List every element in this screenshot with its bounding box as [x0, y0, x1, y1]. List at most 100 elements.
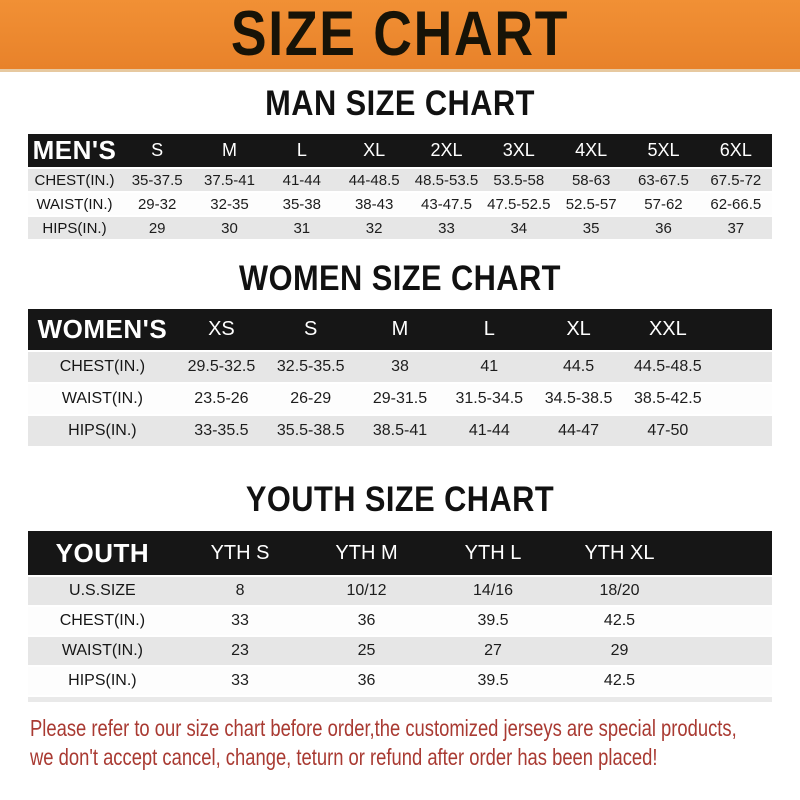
value-cell: 62-66.5	[699, 192, 772, 217]
value-cell: 53.5-58	[482, 168, 555, 193]
value-cell: 33	[176, 606, 304, 637]
youth-size-table: YOUTH YTH S YTH M YTH L YTH XL U.S.SIZE 8 10/12…	[28, 531, 772, 697]
value-cell: 32-35	[193, 192, 266, 217]
value-cell: 36	[303, 666, 430, 697]
column-header: 3XL	[482, 134, 555, 169]
value-cell: 44.5-48.5	[623, 351, 713, 384]
value-cell: 37	[699, 216, 772, 241]
column-header: L	[265, 134, 338, 169]
value-cell: 35-38	[265, 192, 338, 217]
column-header: L	[444, 309, 534, 352]
value-cell: 31	[265, 216, 338, 241]
value-cell: 39.5	[429, 666, 557, 697]
value-cell: 25	[303, 636, 430, 667]
value-cell: 33	[176, 666, 304, 697]
footer-note: Please refer to our size chart before or…	[30, 714, 800, 772]
spacer-cell	[712, 351, 772, 384]
value-cell: 10/12	[303, 576, 430, 607]
value-cell: 41	[444, 351, 534, 384]
spacer-cell	[682, 576, 772, 607]
spacer-cell	[682, 606, 772, 637]
table-header-row: MEN'S S M L XL 2XL 3XL 4XL 5XL 6XL	[28, 134, 772, 169]
value-cell: 34.5-38.5	[533, 383, 624, 416]
value-cell: 36	[627, 216, 700, 241]
table-bottom-strip	[28, 697, 772, 702]
value-cell: 47-50	[623, 415, 713, 448]
value-cell: 29	[121, 216, 194, 241]
table-header-row: WOMEN'S XS S M L XL XXL	[28, 309, 772, 352]
youth-section: YOUTH SIZE CHART YOUTH YTH S YTH M YTH L YTH…	[0, 482, 800, 702]
column-header: XXL	[623, 309, 713, 352]
value-cell: 67.5-72	[699, 168, 772, 193]
value-cell: 29-32	[121, 192, 194, 217]
column-header: YTH XL	[556, 531, 683, 577]
women-section-title: WOMEN SIZE CHART	[239, 259, 561, 298]
column-header: 6XL	[699, 134, 772, 169]
value-cell: 38.5-42.5	[623, 383, 713, 416]
row-label-cell: WAIST(IN.)	[28, 192, 121, 217]
value-cell: 37.5-41	[193, 168, 266, 193]
row-label-cell: HIPS(IN.)	[28, 216, 121, 241]
value-cell: 29.5-32.5	[176, 351, 267, 384]
column-header: M	[193, 134, 266, 169]
value-cell: 35-37.5	[121, 168, 194, 193]
value-cell: 42.5	[556, 606, 683, 637]
spacer-cell	[712, 415, 772, 448]
table-row: CHEST(IN.) 33 36 39.5 42.5	[28, 606, 772, 637]
column-header: 4XL	[554, 134, 628, 169]
women-size-table: WOMEN'S XS S M L XL XXL CHEST(IN.) 29.5-32.5 32.5…	[28, 309, 772, 448]
men-size-table: MEN'S S M L XL 2XL 3XL 4XL 5XL 6XL CHEST(IN.) 35-37…	[28, 134, 772, 241]
spacer-cell	[712, 383, 772, 416]
value-cell: 23.5-26	[176, 383, 267, 416]
column-header: YTH M	[303, 531, 430, 577]
value-cell: 48.5-53.5	[410, 168, 483, 193]
row-label-cell: WAIST(IN.)	[28, 383, 177, 416]
value-cell: 58-63	[554, 168, 628, 193]
value-cell: 33	[410, 216, 483, 241]
row-label-cell: WAIST(IN.)	[28, 636, 177, 667]
value-cell: 32	[337, 216, 411, 241]
value-cell: 36	[303, 606, 430, 637]
row-label-cell: HIPS(IN.)	[28, 666, 177, 697]
value-cell: 35	[554, 216, 628, 241]
value-cell: 8	[176, 576, 304, 607]
table-title-cell: WOMEN'S	[28, 309, 177, 352]
spacer-cell	[682, 666, 772, 697]
value-cell: 26-29	[266, 383, 356, 416]
row-label-cell: CHEST(IN.)	[28, 351, 177, 384]
table-title-cell: MEN'S	[28, 134, 121, 169]
value-cell: 29	[556, 636, 683, 667]
row-label-cell: CHEST(IN.)	[28, 168, 121, 193]
value-cell: 27	[429, 636, 557, 667]
value-cell: 31.5-34.5	[444, 383, 534, 416]
row-label-cell: U.S.SIZE	[28, 576, 177, 607]
value-cell: 39.5	[429, 606, 557, 637]
value-cell: 44.5	[533, 351, 624, 384]
men-section: MAN SIZE CHART MEN'S S M L XL 2XL 3XL 4XL 5XL 6XL…	[0, 86, 800, 241]
column-header: S	[266, 309, 356, 352]
value-cell: 63-67.5	[627, 168, 700, 193]
table-row: HIPS(IN.) 33 36 39.5 42.5	[28, 666, 772, 697]
value-cell: 30	[193, 216, 266, 241]
column-header: 2XL	[410, 134, 483, 169]
spacer-cell	[682, 531, 772, 577]
value-cell: 41-44	[265, 168, 338, 193]
column-header: XL	[337, 134, 411, 169]
value-cell: 14/16	[429, 576, 557, 607]
column-header: XL	[533, 309, 624, 352]
value-cell: 38-43	[337, 192, 411, 217]
spacer-cell	[712, 309, 772, 352]
column-header: XS	[176, 309, 267, 352]
value-cell: 38	[355, 351, 445, 384]
column-header: M	[355, 309, 445, 352]
value-cell: 38.5-41	[355, 415, 445, 448]
value-cell: 23	[176, 636, 304, 667]
value-cell: 42.5	[556, 666, 683, 697]
value-cell: 43-47.5	[410, 192, 483, 217]
table-header-row: YOUTH YTH S YTH M YTH L YTH XL	[28, 531, 772, 577]
value-cell: 34	[482, 216, 555, 241]
row-label-cell: CHEST(IN.)	[28, 606, 177, 637]
column-header: S	[121, 134, 194, 169]
value-cell: 32.5-35.5	[266, 351, 356, 384]
value-cell: 47.5-52.5	[482, 192, 555, 217]
